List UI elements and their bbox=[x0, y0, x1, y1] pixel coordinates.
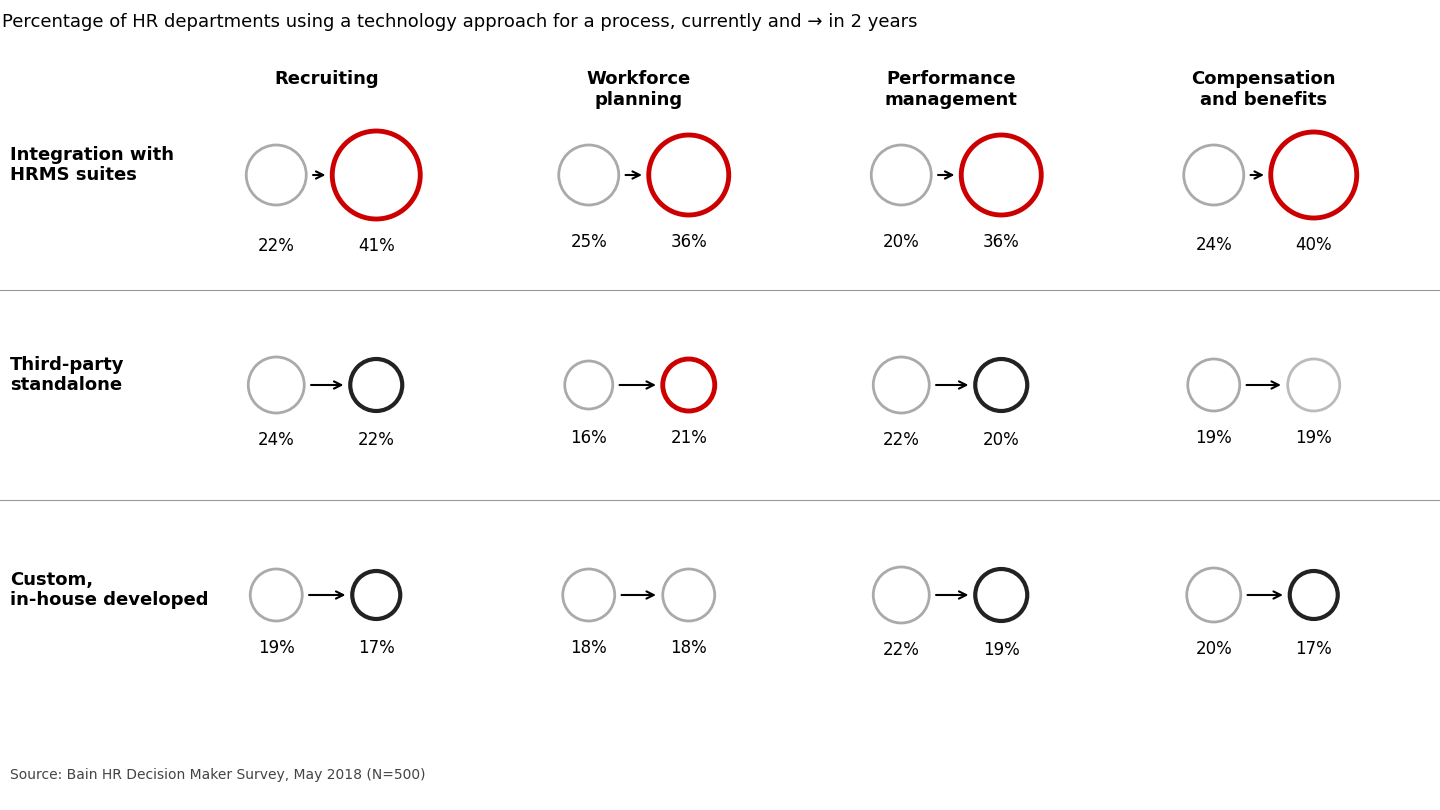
Text: Custom,
in-house developed: Custom, in-house developed bbox=[10, 570, 209, 609]
Text: 36%: 36% bbox=[984, 233, 1020, 251]
Text: 20%: 20% bbox=[984, 431, 1020, 449]
Text: 21%: 21% bbox=[670, 429, 707, 447]
Text: 24%: 24% bbox=[258, 431, 295, 449]
Text: 22%: 22% bbox=[883, 641, 920, 659]
Text: 18%: 18% bbox=[671, 639, 707, 657]
Text: 22%: 22% bbox=[883, 431, 920, 449]
Text: 17%: 17% bbox=[359, 639, 395, 657]
Text: 19%: 19% bbox=[1296, 429, 1332, 447]
Text: 19%: 19% bbox=[258, 639, 295, 657]
Text: 20%: 20% bbox=[883, 233, 920, 251]
Text: 25%: 25% bbox=[570, 233, 608, 251]
Text: Performance
management: Performance management bbox=[884, 70, 1018, 109]
Text: 22%: 22% bbox=[258, 237, 295, 255]
Text: Workforce
planning: Workforce planning bbox=[586, 70, 691, 109]
Text: Source: Bain HR Decision Maker Survey, May 2018 (N=500): Source: Bain HR Decision Maker Survey, M… bbox=[10, 768, 425, 782]
Text: Recruiting: Recruiting bbox=[274, 70, 379, 88]
Text: 40%: 40% bbox=[1296, 236, 1332, 254]
Text: 24%: 24% bbox=[1195, 236, 1233, 254]
Text: 22%: 22% bbox=[357, 431, 395, 449]
Text: 20%: 20% bbox=[1195, 640, 1233, 658]
Text: 19%: 19% bbox=[984, 641, 1020, 659]
Text: Percentage of HR departments using a technology approach for a process, currentl: Percentage of HR departments using a tec… bbox=[1, 13, 917, 31]
Text: 19%: 19% bbox=[1195, 429, 1233, 447]
Text: Integration with
HRMS suites: Integration with HRMS suites bbox=[10, 146, 174, 185]
Text: Third-party
standalone: Third-party standalone bbox=[10, 356, 124, 394]
Text: 36%: 36% bbox=[671, 233, 707, 251]
Text: 17%: 17% bbox=[1296, 640, 1332, 658]
Text: 18%: 18% bbox=[570, 639, 608, 657]
Text: Compensation
and benefits: Compensation and benefits bbox=[1191, 70, 1336, 109]
Text: 41%: 41% bbox=[359, 237, 395, 255]
Text: 16%: 16% bbox=[570, 429, 608, 447]
